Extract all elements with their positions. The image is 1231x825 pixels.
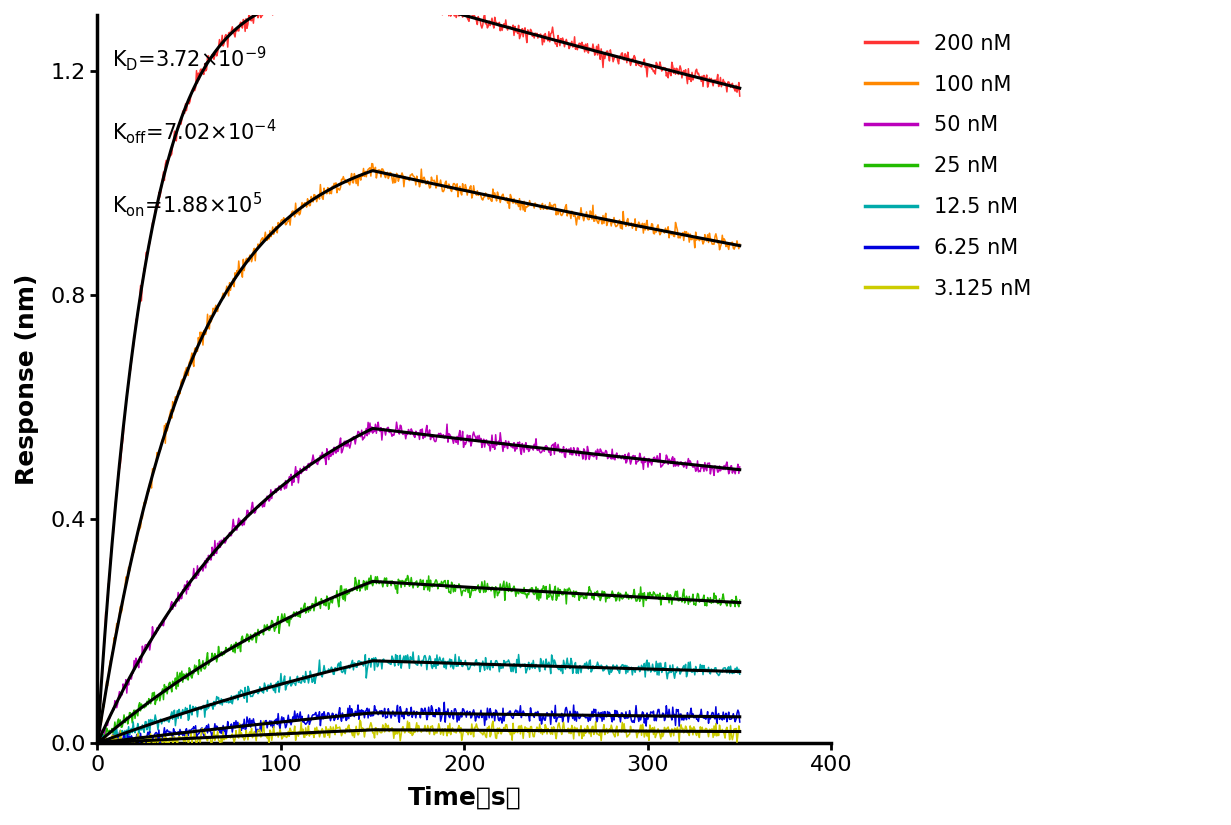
50 nM xyxy=(608,450,623,460)
12.5 nM xyxy=(92,742,107,752)
200 nM xyxy=(732,91,747,101)
3.125 nM xyxy=(101,745,116,755)
12.5 nM xyxy=(188,702,203,712)
6.25 nM xyxy=(561,712,576,722)
100 nM xyxy=(187,344,202,354)
Y-axis label: Response (nm): Response (nm) xyxy=(15,273,39,485)
6.25 nM xyxy=(90,742,105,752)
12.5 nM xyxy=(90,742,105,752)
50 nM xyxy=(196,566,211,576)
6.25 nM xyxy=(732,717,747,727)
50 nM xyxy=(355,425,369,435)
3.125 nM xyxy=(90,738,105,748)
50 nM xyxy=(91,740,106,750)
200 nM xyxy=(640,60,655,70)
Text: K$_\mathrm{on}$=1.88×10$^{5}$: K$_\mathrm{on}$=1.88×10$^{5}$ xyxy=(112,190,262,219)
12.5 nM xyxy=(561,659,576,669)
50 nM xyxy=(641,454,656,464)
200 nM xyxy=(608,50,623,60)
Line: 12.5 nM: 12.5 nM xyxy=(97,652,740,747)
3.125 nM xyxy=(188,736,203,746)
200 nM xyxy=(194,65,209,75)
3.125 nM xyxy=(196,724,211,734)
Text: K$_\mathrm{off}$=7.02×10$^{-4}$: K$_\mathrm{off}$=7.02×10$^{-4}$ xyxy=(112,117,277,146)
50 nM xyxy=(188,572,203,582)
Line: 50 nM: 50 nM xyxy=(97,422,740,745)
6.25 nM xyxy=(196,728,211,738)
6.25 nM xyxy=(94,748,108,758)
3.125 nM xyxy=(608,724,623,734)
25 nM xyxy=(640,587,655,597)
Line: 3.125 nM: 3.125 nM xyxy=(97,720,740,750)
Text: K$_\mathrm{D}$=3.72×10$^{-9}$: K$_\mathrm{D}$=3.72×10$^{-9}$ xyxy=(112,44,267,73)
Line: 200 nM: 200 nM xyxy=(97,0,740,741)
12.5 nM xyxy=(355,657,369,667)
50 nM xyxy=(561,444,576,454)
6.25 nM xyxy=(608,710,623,720)
50 nM xyxy=(732,462,747,472)
12.5 nM xyxy=(608,662,623,672)
100 nM xyxy=(353,175,368,185)
100 nM xyxy=(90,741,105,751)
100 nM xyxy=(732,239,747,249)
25 nM xyxy=(608,589,623,599)
Line: 6.25 nM: 6.25 nM xyxy=(97,702,740,753)
12.5 nM xyxy=(732,669,747,679)
25 nM xyxy=(363,570,378,580)
6.25 nM xyxy=(188,721,203,731)
X-axis label: Time（s）: Time（s） xyxy=(407,786,521,810)
12.5 nM xyxy=(196,701,211,711)
200 nM xyxy=(561,38,576,48)
6.25 nM xyxy=(437,697,452,707)
3.125 nM xyxy=(352,715,367,725)
3.125 nM xyxy=(641,736,656,746)
100 nM xyxy=(364,158,379,168)
25 nM xyxy=(561,586,576,596)
12.5 nM xyxy=(406,647,421,657)
25 nM xyxy=(187,660,202,670)
3.125 nM xyxy=(356,723,371,733)
100 nM xyxy=(608,219,623,229)
3.125 nM xyxy=(732,726,747,736)
12.5 nM xyxy=(641,658,656,667)
50 nM xyxy=(389,417,404,427)
3.125 nM xyxy=(561,728,576,738)
25 nM xyxy=(732,595,747,605)
50 nM xyxy=(90,738,105,747)
100 nM xyxy=(561,206,576,216)
200 nM xyxy=(187,86,202,96)
25 nM xyxy=(353,580,368,590)
100 nM xyxy=(640,225,655,235)
Line: 25 nM: 25 nM xyxy=(97,575,740,743)
100 nM xyxy=(194,328,209,337)
Legend: 200 nM, 100 nM, 50 nM, 25 nM, 12.5 nM, 6.25 nM, 3.125 nM: 200 nM, 100 nM, 50 nM, 25 nM, 12.5 nM, 6… xyxy=(857,26,1039,307)
6.25 nM xyxy=(355,705,369,714)
6.25 nM xyxy=(641,710,656,719)
25 nM xyxy=(90,738,105,748)
Line: 100 nM: 100 nM xyxy=(97,163,740,746)
25 nM xyxy=(194,661,209,671)
200 nM xyxy=(90,736,105,746)
